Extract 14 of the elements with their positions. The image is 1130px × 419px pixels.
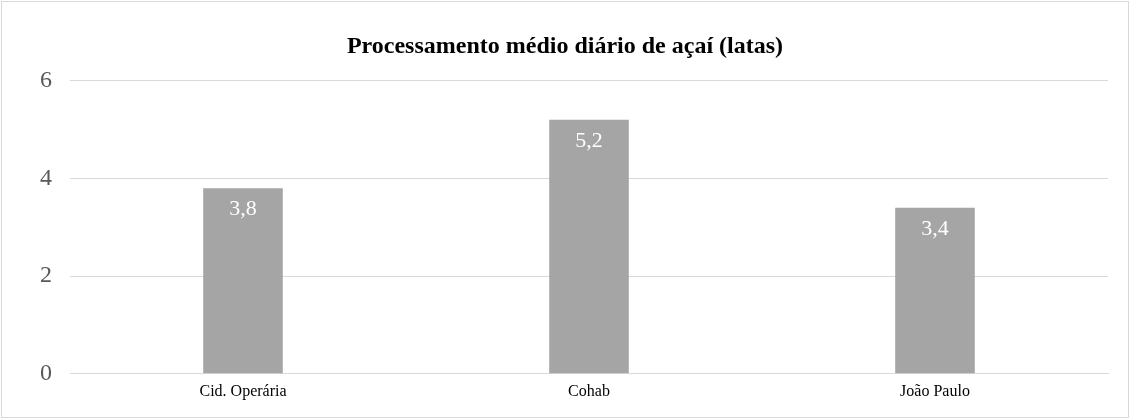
data-label: 3,4 [921,214,949,240]
bar [895,207,975,374]
bar [203,188,283,374]
y-tick-label: 2 [40,261,52,288]
y-tick-label: 4 [40,163,52,190]
y-tick-label: 6 [40,66,52,93]
data-label: 5,2 [575,126,603,152]
x-tick-label: João Paulo [900,381,970,399]
bar [549,119,629,374]
x-tick-label: Cohab [568,381,610,399]
x-tick-label: Cid. Operária [199,381,287,400]
data-label: 3,8 [229,195,257,221]
y-tick-label: 0 [40,359,52,386]
chart-title: Processamento médio diário de açaí (latas) [346,31,784,58]
